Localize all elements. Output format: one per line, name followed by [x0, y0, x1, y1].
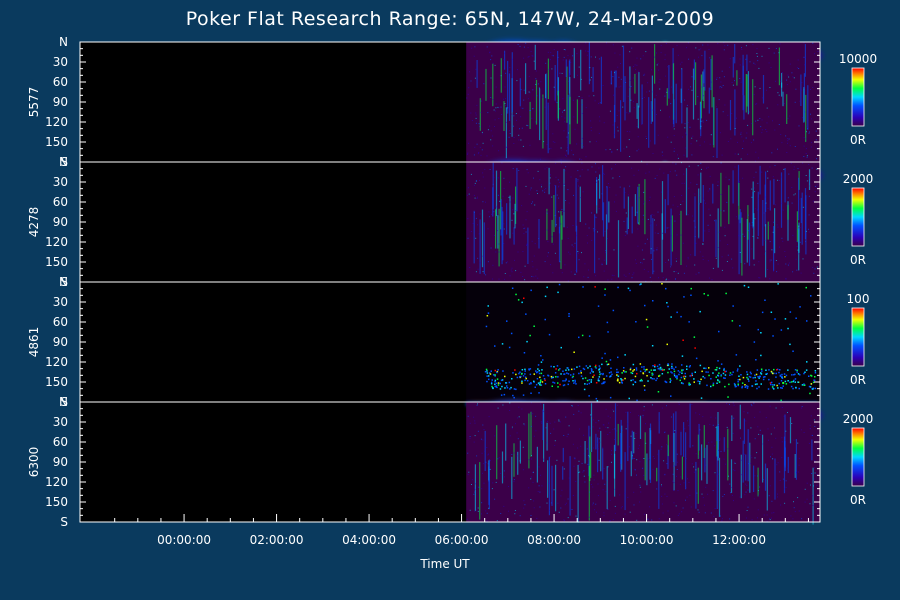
colorbar-min-label: 0R	[850, 133, 866, 147]
y-tick-label: 60	[53, 315, 68, 329]
wavelength-label: 5577	[27, 87, 41, 118]
y-tick-label: 150	[45, 495, 68, 509]
colorbar	[851, 427, 865, 487]
colorbar-min-label: 0R	[850, 493, 866, 507]
data-region	[466, 162, 820, 282]
data-region	[466, 42, 820, 162]
y-tick-label: S	[60, 515, 68, 529]
panel-5577: N 30 60 90 120 150 S 5577 10000 0R	[27, 35, 877, 169]
y-tick-label: 150	[45, 375, 68, 389]
colorbar	[851, 187, 865, 247]
y-tick-label: 150	[45, 135, 68, 149]
data-region	[466, 402, 820, 522]
colorbar-min-label: 0R	[850, 373, 866, 387]
y-tick-label: 90	[53, 335, 68, 349]
colorbar	[851, 67, 865, 127]
y-tick-label: S	[60, 155, 68, 169]
colorbar-max-label: 100	[847, 292, 870, 306]
x-tick-label: 06:00:00	[435, 533, 489, 547]
y-tick-label: 30	[53, 175, 68, 189]
x-tick-label: 04:00:00	[342, 533, 396, 547]
panels-layer: N 30 60 90 120 150 S 5577 10000 0R N 30 60 90 120 150 S 4…	[27, 35, 877, 529]
y-tick-label: 30	[53, 415, 68, 429]
y-tick-label: 90	[53, 455, 68, 469]
data-region	[466, 282, 820, 402]
colorbar-max-label: 10000	[839, 52, 877, 66]
y-tick-label: 120	[45, 115, 68, 129]
x-tick-label: 08:00:00	[527, 533, 581, 547]
y-tick-label: S	[60, 395, 68, 409]
y-tick-label: 30	[53, 55, 68, 69]
panel-6300: N 30 60 90 120 150 S 6300 2000 0R	[27, 395, 873, 529]
y-tick-label: N	[59, 155, 68, 169]
x-tick-label: 02:00:00	[250, 533, 304, 547]
y-tick-label: N	[59, 35, 68, 49]
wavelength-label: 6300	[27, 447, 41, 478]
y-tick-label: 60	[53, 75, 68, 89]
wavelength-label: 4278	[27, 207, 41, 238]
colorbar-max-label: 2000	[843, 172, 874, 186]
y-tick-label: 60	[53, 435, 68, 449]
x-tick-label: 00:00:00	[157, 533, 211, 547]
panel-4278: N 30 60 90 120 150 S 4278 2000 0R	[27, 155, 873, 289]
y-tick-label: 120	[45, 475, 68, 489]
x-axis: 00:00:00 02:00:00 04:00:00 06:00:00 08:00:00…	[114, 514, 809, 547]
y-tick-label: 150	[45, 255, 68, 269]
y-tick-label: 120	[45, 355, 68, 369]
panel-4861: N 30 60 90 120 150 S 4861 100 0R	[27, 275, 869, 409]
y-tick-label: 120	[45, 235, 68, 249]
x-tick-label: 10:00:00	[620, 533, 674, 547]
y-tick-label: N	[59, 275, 68, 289]
chart-title: Poker Flat Research Range: 65N, 147W, 24…	[185, 8, 715, 30]
colorbar-min-label: 0R	[850, 253, 866, 267]
colorbar-max-label: 2000	[843, 412, 874, 426]
y-tick-label: 90	[53, 215, 68, 229]
y-tick-label: 60	[53, 195, 68, 209]
colorbar	[851, 307, 865, 367]
y-tick-label: S	[60, 275, 68, 289]
x-axis-label: Time UT	[419, 557, 470, 571]
y-tick-label: N	[59, 395, 68, 409]
y-tick-label: 30	[53, 295, 68, 309]
y-tick-label: 90	[53, 95, 68, 109]
x-tick-label: 12:00:00	[712, 533, 766, 547]
wavelength-label: 4861	[27, 327, 41, 358]
